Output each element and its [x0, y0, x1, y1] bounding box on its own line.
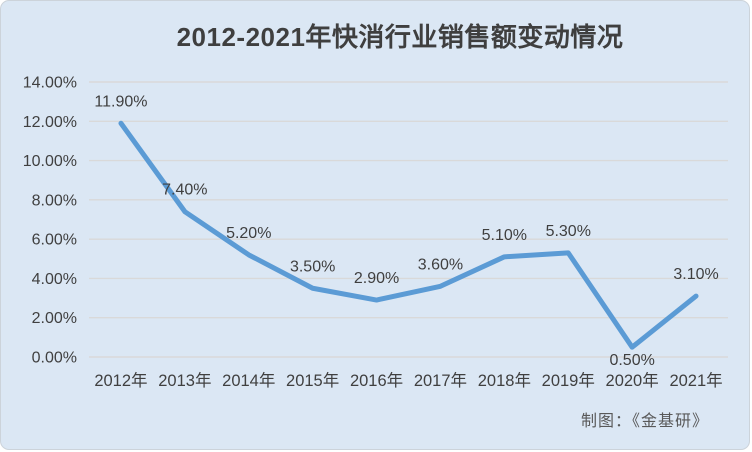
x-tick-label: 2016年 — [350, 371, 403, 390]
data-series — [118, 120, 699, 350]
x-tick-label: 2014年 — [222, 371, 275, 390]
x-tick-label: 2012年 — [94, 371, 147, 390]
y-tick-label: 2.00% — [32, 310, 77, 327]
y-tick-label: 8.00% — [32, 192, 77, 209]
x-tick-label: 2020年 — [606, 371, 659, 390]
data-label: 5.30% — [546, 223, 591, 240]
data-label: 3.50% — [290, 258, 335, 275]
data-labels: 11.90% 7.40% 5.20% 3.50% 2.90% 3.60% 5.10% 5.30… — [94, 93, 718, 369]
credit-text: 制图：《金基研》 — [580, 413, 709, 430]
y-tick-label: 10.00% — [23, 153, 77, 170]
x-tick-label: 2018年 — [478, 371, 531, 390]
y-tick-label: 6.00% — [32, 232, 77, 249]
sales-change-line — [118, 120, 699, 350]
data-label: 5.10% — [482, 227, 527, 244]
x-axis-labels: 2012年 2013年 2014年 2015年 2016年 2017年 2018年 2019年… — [94, 371, 722, 390]
data-label: 11.90% — [94, 93, 147, 110]
x-tick-label: 2015年 — [286, 371, 339, 390]
y-tick-label: 12.00% — [23, 114, 77, 131]
y-tick-label: 0.00% — [32, 350, 77, 367]
y-axis-labels: 14.00% 12.00% 10.00% 8.00% 6.00% 4.00% 2.00% 0.… — [23, 75, 77, 367]
chart-title: 2012-2021年快消行业销售额变动情况 — [176, 22, 624, 52]
data-label: 0.50% — [609, 352, 654, 369]
x-tick-label: 2017年 — [414, 371, 467, 390]
x-tick-label: 2013年 — [158, 371, 211, 390]
x-tick-label: 2019年 — [542, 371, 595, 390]
data-label: 5.20% — [226, 225, 271, 242]
data-label: 7.40% — [162, 182, 207, 199]
data-label: 3.10% — [673, 266, 718, 283]
data-label: 2.90% — [354, 270, 399, 287]
y-tick-label: 14.00% — [23, 75, 77, 92]
gridlines — [89, 81, 728, 358]
y-tick-label: 4.00% — [32, 271, 77, 288]
data-label: 3.60% — [418, 256, 463, 273]
x-tick-label: 2021年 — [669, 371, 722, 390]
